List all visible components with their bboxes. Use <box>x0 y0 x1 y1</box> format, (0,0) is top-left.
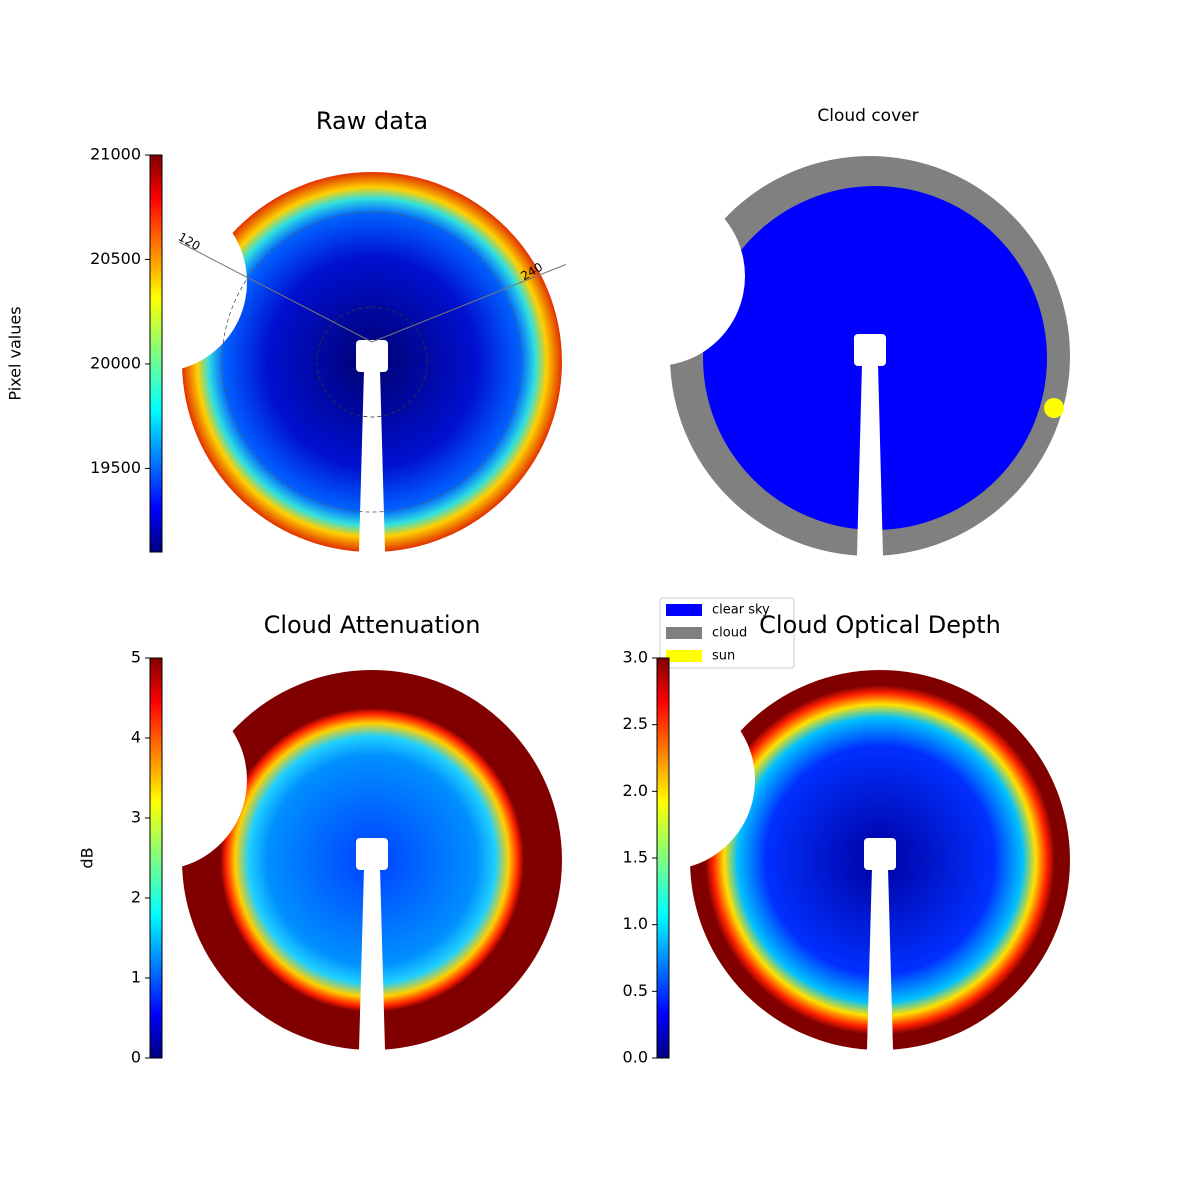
tick-label: 4 <box>131 728 141 747</box>
legend-swatch <box>666 650 702 662</box>
panel: Cloud Optical Depth 0.0 0.5 1.0 1.5 2.0 2.5 3.0 <box>575 611 1070 1067</box>
panel: Cloud cover <box>565 106 1070 556</box>
tick-label: 19500 <box>90 458 141 477</box>
legend-swatch <box>666 627 702 639</box>
mask-notch <box>565 186 745 366</box>
tick-label: 2.0 <box>623 781 648 800</box>
sun <box>1044 398 1064 418</box>
panel-title: Cloud Attenuation <box>264 611 481 639</box>
tick-label: 2.5 <box>623 714 648 733</box>
tick-label: 3 <box>131 808 141 827</box>
tick-label: 3.0 <box>623 648 648 667</box>
polar-ring <box>316 306 428 418</box>
mast <box>359 868 385 1050</box>
tick-label: 0.0 <box>623 1048 648 1067</box>
panel-title: Raw data <box>316 107 428 135</box>
colorbar-label: dB <box>78 847 97 868</box>
mast-head <box>356 340 388 372</box>
tick-label: 0.5 <box>623 981 648 1000</box>
mast <box>867 868 893 1050</box>
mast <box>359 370 385 552</box>
tick-label: 1 <box>131 968 141 987</box>
polar-ring <box>221 211 523 513</box>
mast-head <box>854 334 886 366</box>
panel: Cloud Attenuation 0 1 2 3 4 5 dB <box>67 611 562 1067</box>
polar-spoke <box>178 241 373 343</box>
tick-label: 1.0 <box>623 914 648 933</box>
tick-label: 21000 <box>90 145 141 164</box>
mast <box>857 364 883 556</box>
legend-swatch <box>666 604 702 616</box>
tick-label: 20500 <box>90 249 141 268</box>
polar-spoke <box>371 261 573 343</box>
legend-label: sun <box>712 649 735 664</box>
legend-label: cloud <box>712 626 747 641</box>
panel-title: Cloud Optical Depth <box>759 611 1001 639</box>
mast-head <box>864 838 896 870</box>
tick-label: 5 <box>131 648 141 667</box>
tick-label: 2 <box>131 888 141 907</box>
colorbar <box>656 657 670 1059</box>
mast-head <box>356 838 388 870</box>
tick-label: 1.5 <box>623 848 648 867</box>
tick-label: 0 <box>131 1048 141 1067</box>
tick-label: 20000 <box>90 353 141 372</box>
panel: Raw data 19500 20000 20500 21000 Pixel values… <box>6 107 573 553</box>
colorbar <box>149 657 163 1059</box>
panel-title: Cloud cover <box>817 106 918 126</box>
colorbar <box>149 154 163 553</box>
legend-label: clear sky <box>712 603 770 618</box>
colorbar-label: Pixel values <box>6 306 25 400</box>
